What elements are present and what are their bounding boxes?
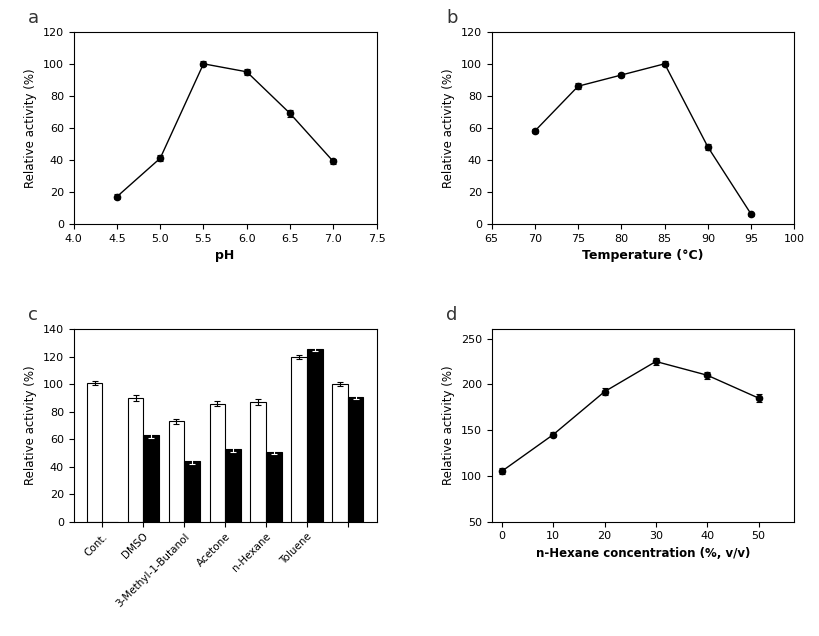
Text: d: d <box>446 307 458 324</box>
Bar <box>169 422 184 522</box>
Bar <box>292 357 307 522</box>
Bar <box>87 383 102 522</box>
Bar <box>251 402 266 522</box>
Bar <box>348 397 364 522</box>
Bar <box>333 384 348 522</box>
X-axis label: Temperature (°C): Temperature (°C) <box>582 249 704 262</box>
X-axis label: pH: pH <box>215 249 235 262</box>
Y-axis label: Relative activity (%): Relative activity (%) <box>25 366 38 485</box>
Bar <box>128 398 143 522</box>
Bar <box>225 449 241 522</box>
Bar <box>266 452 282 522</box>
Text: b: b <box>446 9 458 27</box>
Y-axis label: Relative activity (%): Relative activity (%) <box>25 68 38 188</box>
Bar <box>184 461 200 522</box>
Text: c: c <box>29 307 38 324</box>
Bar <box>143 435 159 522</box>
Text: a: a <box>29 9 39 27</box>
Y-axis label: Relative activity (%): Relative activity (%) <box>442 68 455 188</box>
Y-axis label: Relative activity (%): Relative activity (%) <box>442 366 455 485</box>
Bar <box>307 349 323 522</box>
X-axis label: n-Hexane concentration (%, v/v): n-Hexane concentration (%, v/v) <box>536 547 750 560</box>
Bar <box>210 404 225 522</box>
